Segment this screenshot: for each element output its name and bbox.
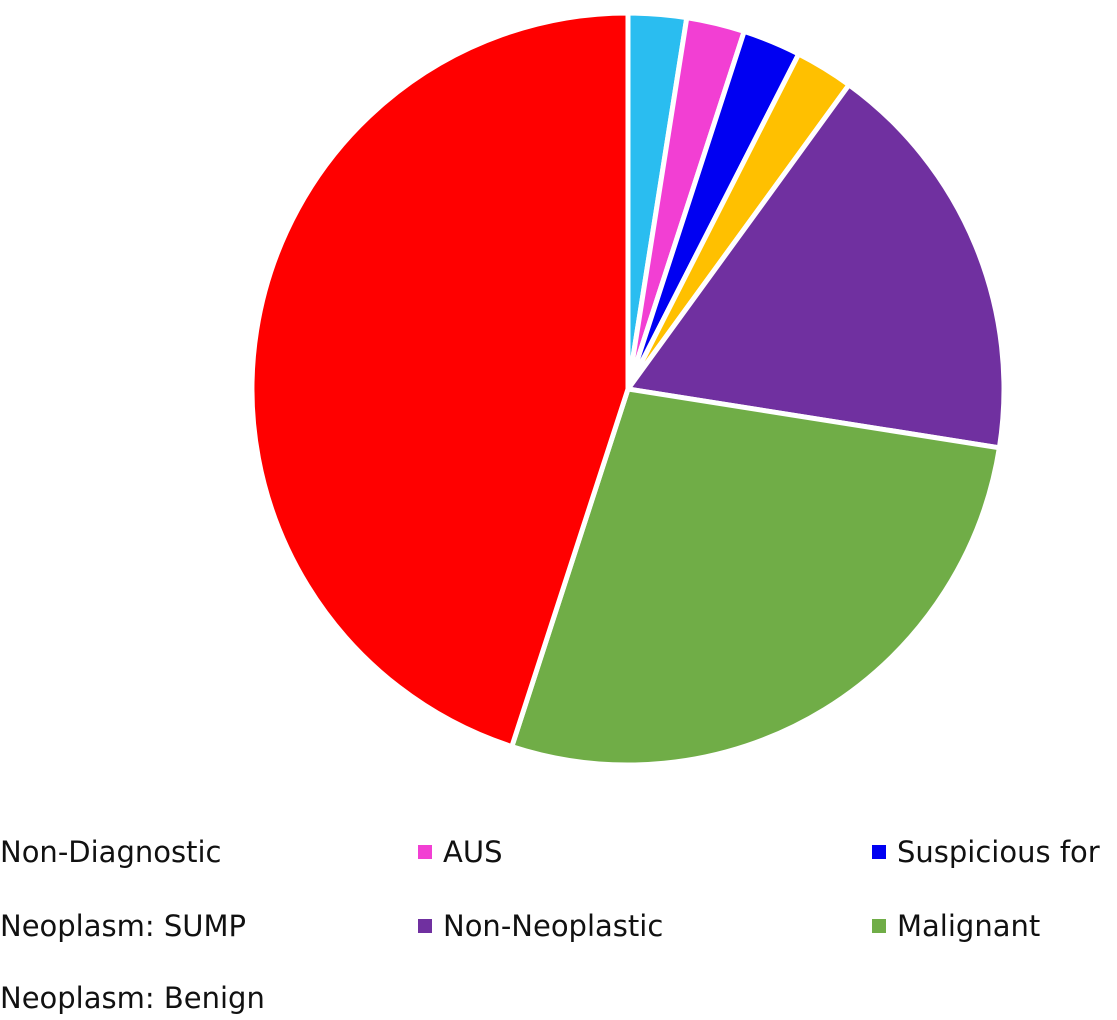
legend-entry-malignant: Malignant [872,908,1040,944]
legend-swatch-malignant [872,919,886,933]
legend-swatch-non-neoplastic [418,919,432,933]
legend-entry-suspicious-for: Suspicious for [872,834,1100,870]
pie-slice-non-neoplastic [625,82,1007,451]
legend-label-suspicious-for: Suspicious for [897,835,1100,869]
legend-label-neoplasm-benign: Neoplasm: Benign [0,981,265,1015]
pie-slice-neoplasm-benign [249,10,631,750]
legend-label-non-diagnostic: Non-Diagnostic [0,835,222,869]
legend-label-aus: AUS [443,835,503,869]
legend-swatch-suspicious-for [872,845,886,859]
legend-label-malignant: Malignant [897,909,1041,943]
legend-entry-non-neoplastic: Non-Neoplastic [418,908,663,944]
legend-label-non-neoplastic: Non-Neoplastic [443,909,664,943]
legend-entry-neoplasm-benign: Neoplasm: Benign [0,980,265,1016]
legend-label-neoplasm-sump: Neoplasm: SUMP [0,909,247,943]
legend-entry-aus: AUS [418,834,502,870]
pie-chart-svg [249,10,1007,768]
legend-swatch-aus [418,845,432,859]
pie-slice-malignant [509,386,1002,768]
legend-entry-neoplasm-sump: Neoplasm: SUMP [0,908,246,944]
legend-entry-non-diagnostic: Non-Diagnostic [0,834,221,870]
